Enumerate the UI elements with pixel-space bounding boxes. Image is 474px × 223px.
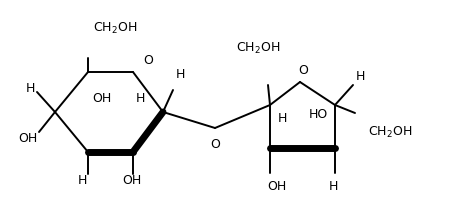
Text: H: H — [135, 91, 145, 105]
Text: O: O — [143, 54, 153, 66]
Text: OH: OH — [267, 180, 287, 194]
Text: CH$_2$OH: CH$_2$OH — [236, 40, 280, 56]
Text: H: H — [175, 68, 185, 81]
Text: H: H — [77, 173, 87, 186]
Text: CH$_2$OH: CH$_2$OH — [93, 21, 137, 35]
Text: CH$_2$OH: CH$_2$OH — [368, 124, 412, 140]
Text: HO: HO — [309, 109, 328, 122]
Text: OH: OH — [92, 91, 111, 105]
Text: H: H — [356, 70, 365, 83]
Text: OH: OH — [122, 173, 142, 186]
Text: H: H — [25, 81, 35, 95]
Text: H: H — [328, 180, 337, 194]
Text: O: O — [298, 64, 308, 76]
Text: O: O — [210, 138, 220, 151]
Text: OH: OH — [18, 132, 37, 145]
Text: H: H — [277, 112, 287, 124]
